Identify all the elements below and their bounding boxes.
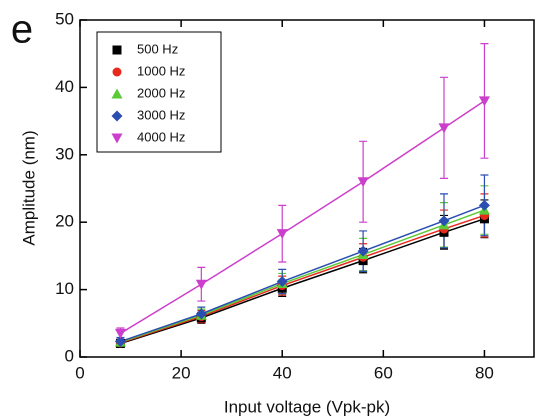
- panel-label: e: [11, 8, 33, 52]
- data-point: [114, 328, 126, 339]
- fit-line: [120, 218, 485, 345]
- y-tick-label: 0: [65, 346, 74, 365]
- y-tick-label: 40: [55, 77, 74, 96]
- fit-line: [120, 214, 485, 344]
- x-tick-label: 20: [172, 363, 191, 382]
- y-axis-title: Amplitude (nm): [19, 130, 38, 245]
- x-axis-title: Input voltage (Vpk-pk): [224, 397, 390, 416]
- y-tick-label: 20: [55, 212, 74, 231]
- plot-frame: [79, 19, 535, 358]
- legend-marker: [111, 110, 123, 122]
- legend-label: 4000 Hz: [137, 129, 185, 144]
- y-tick-label: 50: [55, 9, 74, 28]
- data-point: [276, 229, 288, 240]
- data-point: [195, 308, 207, 320]
- data-point: [478, 199, 490, 211]
- data-point: [114, 335, 126, 347]
- legend: 500 Hz 1000 Hz 2000 Hz 3000 Hz 4000 Hz: [96, 31, 222, 153]
- fit-line: [120, 204, 485, 343]
- legend-label: 3000 Hz: [137, 107, 185, 122]
- legend-label: 500 Hz: [137, 41, 178, 56]
- x-tick-label: 60: [374, 363, 393, 382]
- legend-marker: [112, 67, 122, 77]
- legend-marker: [111, 88, 123, 99]
- legend-marker: [111, 133, 123, 144]
- data-point: [276, 276, 288, 288]
- data-point: [478, 96, 490, 107]
- y-tick-label: 10: [55, 279, 74, 298]
- x-tick-label: 40: [273, 363, 292, 382]
- data-point: [357, 177, 369, 188]
- x-tick-label: 80: [475, 363, 494, 382]
- x-tick-label: 0: [75, 363, 84, 382]
- data-point: [438, 215, 450, 227]
- legend-marker: [112, 45, 122, 55]
- legend-label: 2000 Hz: [137, 85, 185, 100]
- data-point: [438, 123, 450, 134]
- legend-label: 1000 Hz: [137, 63, 185, 78]
- data-point: [195, 279, 207, 290]
- fit-line: [120, 100, 485, 335]
- data-point: [357, 245, 369, 257]
- y-tick-label: 30: [55, 144, 74, 163]
- fit-line: [120, 209, 485, 343]
